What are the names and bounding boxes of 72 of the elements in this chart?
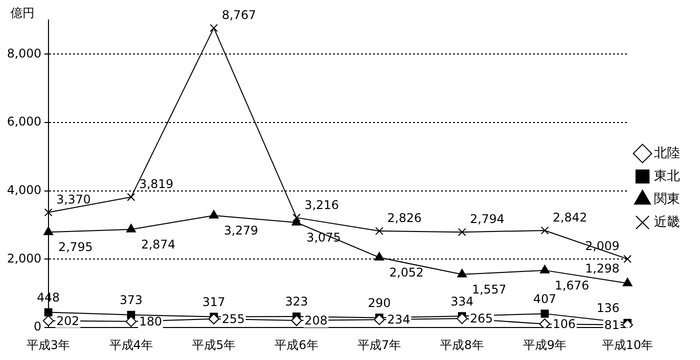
point — [623, 254, 632, 263]
legend-label: 東北 — [654, 168, 680, 184]
point — [292, 214, 301, 222]
data-label: 265 — [470, 312, 493, 326]
point — [458, 228, 466, 236]
point — [457, 268, 467, 278]
data-label: 2,842 — [552, 210, 588, 225]
y-tick-label: 0 — [34, 320, 42, 334]
data-label: 202 — [56, 314, 80, 328]
point — [126, 316, 137, 327]
data-label: 407 — [533, 292, 556, 306]
point — [208, 210, 219, 219]
point — [44, 208, 52, 216]
data-label: 234 — [387, 312, 410, 327]
x-tick-label: 平成9年 — [522, 338, 567, 352]
x-tick-label: 平成7年 — [357, 338, 402, 352]
data-label: 317 — [202, 294, 226, 309]
point — [44, 226, 54, 236]
data-label: 3,279 — [224, 224, 258, 238]
x-tick-label: 平成10年 — [602, 338, 654, 352]
x-tick-label: 平成5年 — [192, 338, 236, 352]
point — [44, 308, 52, 316]
data-label: 2,826 — [387, 211, 422, 226]
point — [291, 314, 302, 326]
data-label: 208 — [304, 314, 328, 328]
data-label: 180 — [139, 314, 162, 329]
data-label: 323 — [285, 294, 308, 309]
data-label: 2,874 — [141, 238, 176, 252]
data-label: 373 — [120, 292, 143, 307]
point — [208, 313, 220, 324]
point — [210, 24, 218, 32]
point — [540, 226, 549, 235]
data-label: 2,794 — [470, 212, 504, 226]
data-label: 1,557 — [472, 282, 506, 297]
y-axis-title: 億円 — [10, 6, 34, 20]
point — [540, 310, 549, 318]
point — [540, 264, 550, 274]
data-label: 3,216 — [304, 198, 339, 212]
data-label: 3,370 — [56, 192, 91, 207]
data-label: 1,676 — [554, 278, 590, 292]
data-label: 106 — [552, 317, 576, 332]
x-tick-label: 平成3年 — [26, 338, 70, 352]
point — [374, 252, 384, 260]
data-label: 2,052 — [389, 266, 424, 280]
data-label: 3,819 — [139, 177, 174, 192]
y-tick-label: 8,000 — [6, 46, 42, 60]
x-tick-label: 平成6年 — [274, 338, 318, 352]
data-label: 2,795 — [58, 240, 93, 254]
data-label: 334 — [450, 294, 474, 308]
legend-label: 北陸 — [654, 146, 680, 161]
x-tick-label: 平成8年 — [440, 338, 484, 352]
point — [126, 224, 136, 232]
data-label: 290 — [368, 296, 391, 310]
data-label: 81 — [604, 318, 620, 332]
data-label: 1,298 — [585, 261, 620, 276]
y-tick-label: 2,000 — [6, 251, 42, 266]
point — [127, 193, 136, 202]
legend-label: 関東 — [654, 192, 680, 207]
legend-label: 近畿 — [654, 214, 680, 230]
point — [539, 318, 550, 328]
y-tick-label: 4,000 — [6, 183, 42, 198]
data-label: 136 — [596, 301, 620, 316]
data-label: 255 — [222, 312, 245, 326]
point — [375, 226, 384, 236]
point — [622, 278, 632, 286]
point — [292, 217, 302, 226]
point — [456, 313, 468, 324]
y-tick-label: 6,000 — [6, 114, 42, 129]
data-label: 8,767 — [222, 8, 256, 22]
point — [374, 314, 385, 326]
point — [42, 315, 54, 326]
x-tick-label: 平成4年 — [109, 338, 153, 352]
